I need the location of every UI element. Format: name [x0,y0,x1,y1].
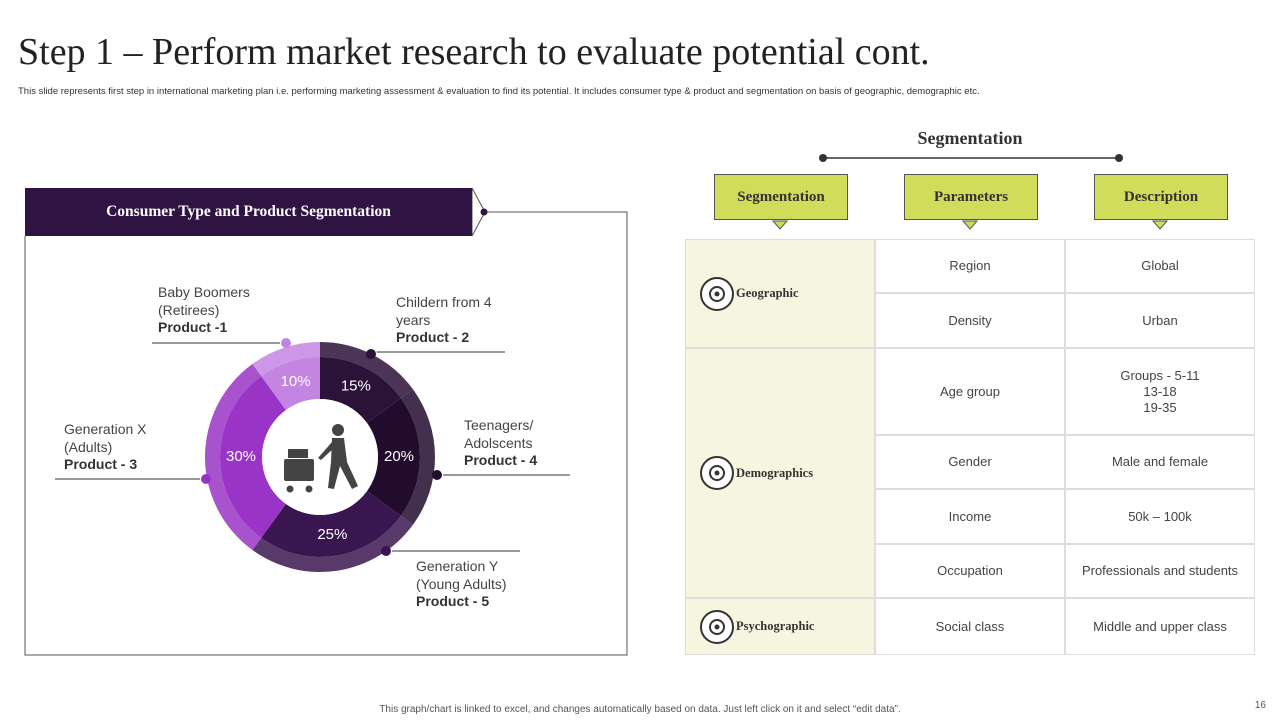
column-header: Parameters [904,174,1038,220]
value-label: 30% [226,448,256,465]
donut-slice [366,398,420,516]
group-label: Geographic [736,286,799,300]
cart-icon [284,424,358,493]
product-label: Product - 4 [464,452,538,468]
group-icon [700,609,734,644]
table-cell: Age group [875,348,1065,435]
table-cell: Region [875,239,1065,293]
header-pointer [961,220,979,230]
table-heading: Segmentation [917,128,1023,148]
group-icon [700,456,734,490]
group-cell: Geographic [685,239,875,348]
header-pointer [1151,220,1169,230]
donut-outer-ring [320,342,414,399]
value-label: 20% [384,448,414,465]
value-label: 15% [341,378,371,395]
donut-slice [261,491,401,557]
table-cell: Global [1065,239,1255,293]
icon-glyph [709,465,725,481]
group-icon [700,276,734,311]
group-label: Psychographic [736,619,815,633]
table-cell: Middle and upper class [1065,598,1255,655]
chart-frame [24,154,1123,656]
table-cell: Density [875,293,1065,348]
category-label: Childern from 4 years [396,294,492,328]
category-label: Teenagers/ Adolscents [464,417,534,451]
product-label: Product - 2 [396,329,470,345]
product-label: Product - 3 [64,456,138,472]
slide-subtitle: This slide represents first step in inte… [18,86,980,97]
icon-glyph [709,285,725,302]
value-label: 25% [317,526,347,543]
column-header: Description [1094,174,1228,220]
category-label: Generation Y (Young Adults) [416,558,507,592]
callout-label: Childern from 4 years Product - 2 [396,294,492,347]
header-pointer [771,220,789,230]
category-label: Generation X (Adults) [64,421,147,455]
callout-label: Generation X (Adults) Product - 3 [64,421,147,474]
page-number: 16 [1254,700,1266,711]
callout-label: Generation Y (Young Adults) Product - 5 [416,558,507,611]
donut-slice [261,357,320,411]
table-cell: Urban [1065,293,1255,348]
slide-title: Step 1 – Perform market research to eval… [18,31,930,73]
group-cell: Demographics [685,348,875,598]
donut-slice [220,376,286,538]
icon-glyph [709,618,725,635]
product-label: Product -1 [158,319,228,335]
group-label: Demographics [736,465,814,480]
table-cell: Professionals and students [1065,544,1255,598]
donut-slice [320,357,401,423]
donut-outer-ring [252,342,320,377]
chart-title: Consumer Type and Product Segmentation [25,188,472,236]
table-cell: Groups - 5-11 13-18 19-35 [1065,348,1255,435]
table-cell: Occupation [875,544,1065,598]
donut-outer-ring [400,389,435,525]
table-cell: 50k – 100k [1065,489,1255,544]
donut-outer-ring [252,515,414,572]
value-label: 10% [281,373,311,390]
category-label: Baby Boomers (Retirees) [158,284,250,318]
product-label: Product - 5 [416,593,490,609]
callout-label: Teenagers/ Adolscents Product - 4 [464,417,537,470]
table-cell: Male and female [1065,435,1255,489]
donut-outer-ring [205,363,262,551]
callout-label: Baby Boomers (Retirees) Product -1 [158,284,250,337]
donut-chart: 15% 20% 25% 30% 10% [205,342,435,572]
group-cell: Psychographic [685,598,875,655]
column-header: Segmentation [714,174,848,220]
table-cell: Income [875,489,1065,544]
footer-note: This graph/chart is linked to excel, and… [379,704,901,715]
table-cell: Social class [875,598,1065,655]
table-cell: Gender [875,435,1065,489]
